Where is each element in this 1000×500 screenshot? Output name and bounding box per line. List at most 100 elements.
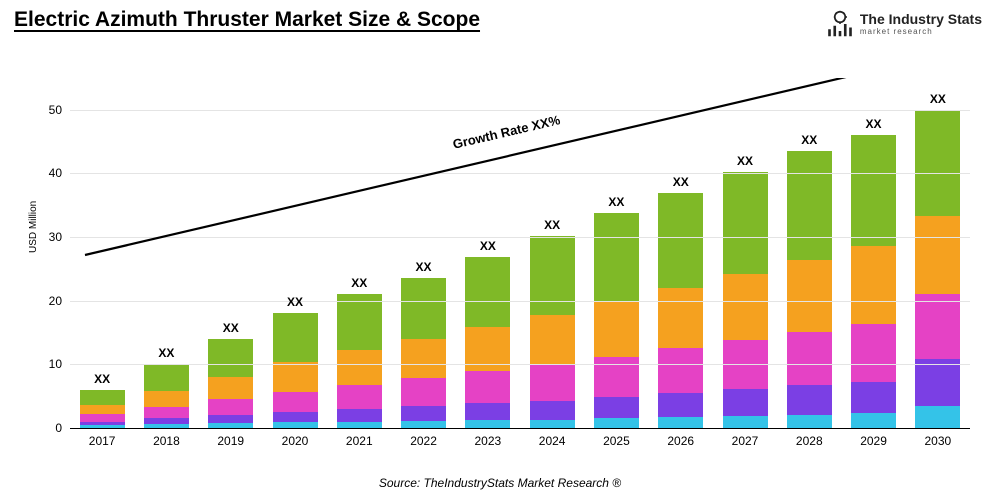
bar-segment	[787, 385, 832, 414]
bar-segment	[530, 365, 575, 401]
bar-segment	[273, 392, 318, 412]
bar-value-label: XX	[651, 175, 711, 189]
bar-segment	[787, 332, 832, 385]
bar-segment	[658, 288, 703, 348]
brand-logo: The Industry Stats market research	[826, 10, 982, 38]
bar-segment	[401, 378, 446, 406]
bar-value-label: XX	[136, 346, 196, 360]
bar-value-label: XX	[844, 117, 904, 131]
bar-value-label: XX	[201, 321, 261, 335]
logo-line1: The Industry Stats	[860, 12, 982, 26]
gridline	[70, 110, 970, 111]
gridline	[70, 237, 970, 238]
bar-segment	[80, 414, 125, 422]
bar-segment	[787, 415, 832, 428]
xtick-label: 2017	[72, 434, 132, 448]
bar-segment	[401, 339, 446, 378]
xtick-label: 2021	[329, 434, 389, 448]
bar-segment	[915, 294, 960, 359]
bar-segment	[144, 391, 189, 407]
bar-segment	[208, 377, 253, 399]
bar-value-label: XX	[715, 154, 775, 168]
xtick-label: 2029	[844, 434, 904, 448]
xtick-label: 2030	[908, 434, 968, 448]
bar	[658, 193, 703, 428]
ytick-label: 0	[12, 421, 62, 435]
ytick-label: 20	[12, 294, 62, 308]
logo-line2: market research	[860, 28, 982, 36]
bar-segment	[915, 110, 960, 216]
bar-segment	[658, 393, 703, 417]
xtick-label: 2025	[586, 434, 646, 448]
bar-segment	[530, 315, 575, 365]
bar-segment	[273, 412, 318, 422]
bar-segment	[915, 359, 960, 407]
ytick-label: 10	[12, 357, 62, 371]
bar	[144, 364, 189, 428]
bar-value-label: XX	[908, 92, 968, 106]
bar-segment	[851, 135, 896, 246]
bar-segment	[530, 420, 575, 428]
xtick-label: 2026	[651, 434, 711, 448]
bar-segment	[465, 403, 510, 420]
bar-segment	[594, 302, 639, 357]
bar-segment	[594, 213, 639, 302]
chart-container: Electric Azimuth Thruster Market Size & …	[0, 0, 1000, 500]
bar	[594, 213, 639, 428]
bar-segment	[208, 415, 253, 423]
bar-segment	[530, 236, 575, 316]
bar-value-label: XX	[394, 260, 454, 274]
bar-segment	[273, 362, 318, 391]
bar	[787, 151, 832, 428]
bar-segment	[401, 278, 446, 339]
bar-segment	[80, 390, 125, 405]
bar-segment	[787, 260, 832, 332]
gridline	[70, 364, 970, 365]
bar-segment	[208, 399, 253, 415]
bar	[530, 236, 575, 428]
bar-segment	[144, 407, 189, 418]
bar-segment	[594, 418, 639, 428]
bar-segment	[787, 151, 832, 260]
bar-segment	[723, 389, 768, 416]
bar-segment	[915, 406, 960, 428]
bar-segment	[530, 401, 575, 420]
gridline	[70, 301, 970, 302]
bar	[915, 110, 960, 428]
bar-segment	[723, 274, 768, 340]
xtick-label: 2027	[715, 434, 775, 448]
plot-area: 01020304050XX2017XX2018XX2019XX2020XX202…	[70, 78, 970, 428]
bar-segment	[851, 382, 896, 414]
bar-value-label: XX	[522, 218, 582, 232]
gear-icon	[826, 10, 854, 38]
bar	[465, 257, 510, 428]
xtick-label: 2022	[394, 434, 454, 448]
bar-value-label: XX	[265, 295, 325, 309]
ytick-label: 40	[12, 166, 62, 180]
bar-segment	[273, 313, 318, 362]
ytick-label: 50	[12, 103, 62, 117]
bar-segment	[915, 216, 960, 294]
bar-segment	[851, 324, 896, 382]
bar-segment	[208, 339, 253, 377]
bar-value-label: XX	[72, 372, 132, 386]
xtick-label: 2018	[136, 434, 196, 448]
bar-segment	[594, 397, 639, 419]
bar	[208, 339, 253, 428]
bar-segment	[144, 364, 189, 391]
bar-segment	[465, 371, 510, 403]
bar-segment	[465, 257, 510, 327]
bar-value-label: XX	[779, 133, 839, 147]
gridline	[70, 173, 970, 174]
xtick-label: 2019	[201, 434, 261, 448]
xtick-label: 2028	[779, 434, 839, 448]
bar-segment	[723, 416, 768, 428]
bar	[80, 390, 125, 428]
bar-value-label: XX	[458, 239, 518, 253]
bar-segment	[465, 420, 510, 428]
bar-segment	[658, 193, 703, 288]
source-caption: Source: TheIndustryStats Market Research…	[0, 476, 1000, 490]
bar-segment	[658, 348, 703, 393]
y-axis-label: USD Million	[28, 201, 39, 253]
gridline	[70, 428, 970, 429]
